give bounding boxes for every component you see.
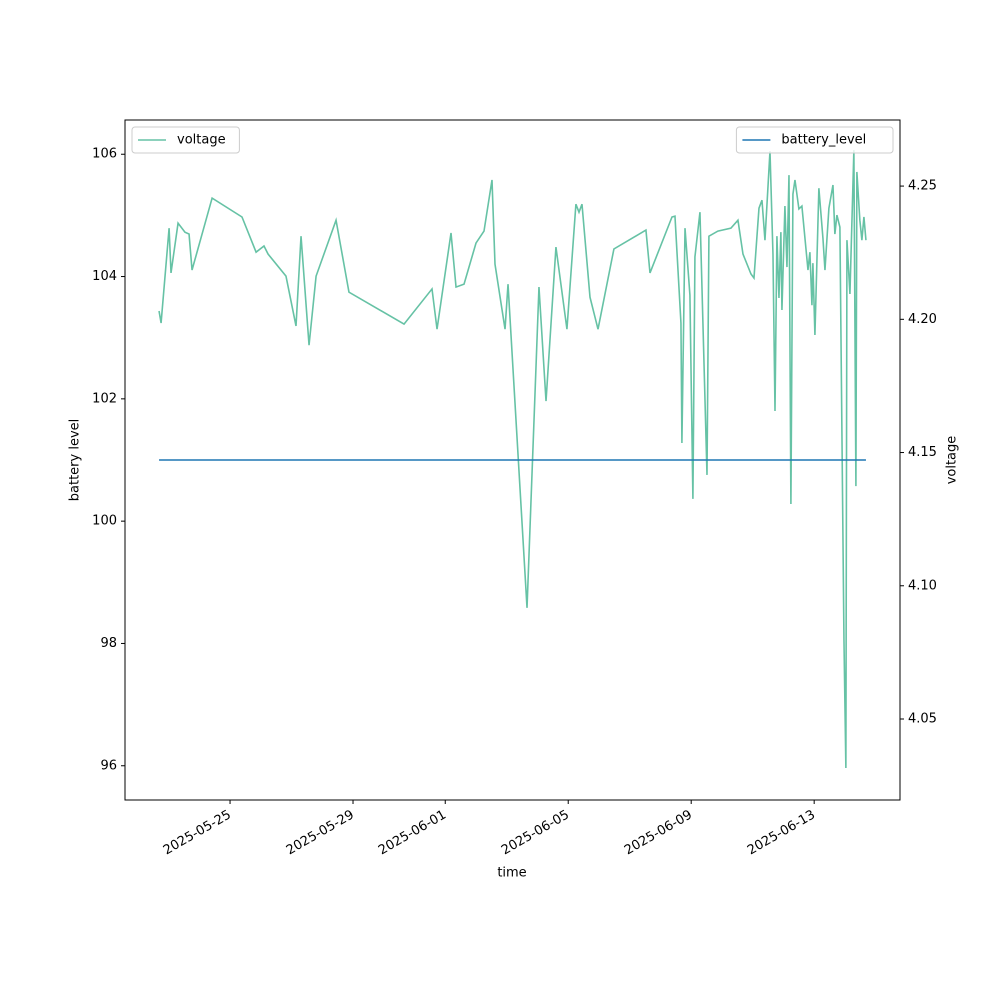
y2-tick-label: 4.20 [908,312,937,327]
y-tick-label: 106 [92,147,117,162]
line-voltage [158,150,867,769]
y2-tick-label: 4.05 [908,711,937,726]
legend-label: battery_level [781,133,866,148]
legend-label: voltage [177,133,226,148]
y2-tick-label: 4.25 [908,179,937,194]
y2-tick-label: 4.10 [908,578,937,593]
y-tick-label: 104 [92,269,117,284]
x-tick-label: 2025-06-09 [622,808,695,859]
legend-box [131,126,240,154]
y2-tick-label: 4.15 [908,445,937,460]
legend-box [735,126,894,154]
x-tick-label: 2025-06-05 [499,808,572,859]
y-tick-label: 98 [100,636,117,651]
x-tick-label: 2025-06-01 [376,808,449,859]
x-tick-label: 2025-05-25 [161,808,234,859]
x-axis-label: time [497,866,526,881]
y-tick-label: 102 [92,391,117,406]
plot-frame [124,119,901,801]
y-tick-label: 100 [92,514,117,529]
x-tick-label: 2025-06-13 [745,808,818,859]
x-tick-label: 2025-05-29 [284,808,357,859]
y-axis-label: battery level [68,419,83,502]
y-tick-label: 96 [100,758,117,773]
y2-axis-label: voltage [945,436,960,485]
